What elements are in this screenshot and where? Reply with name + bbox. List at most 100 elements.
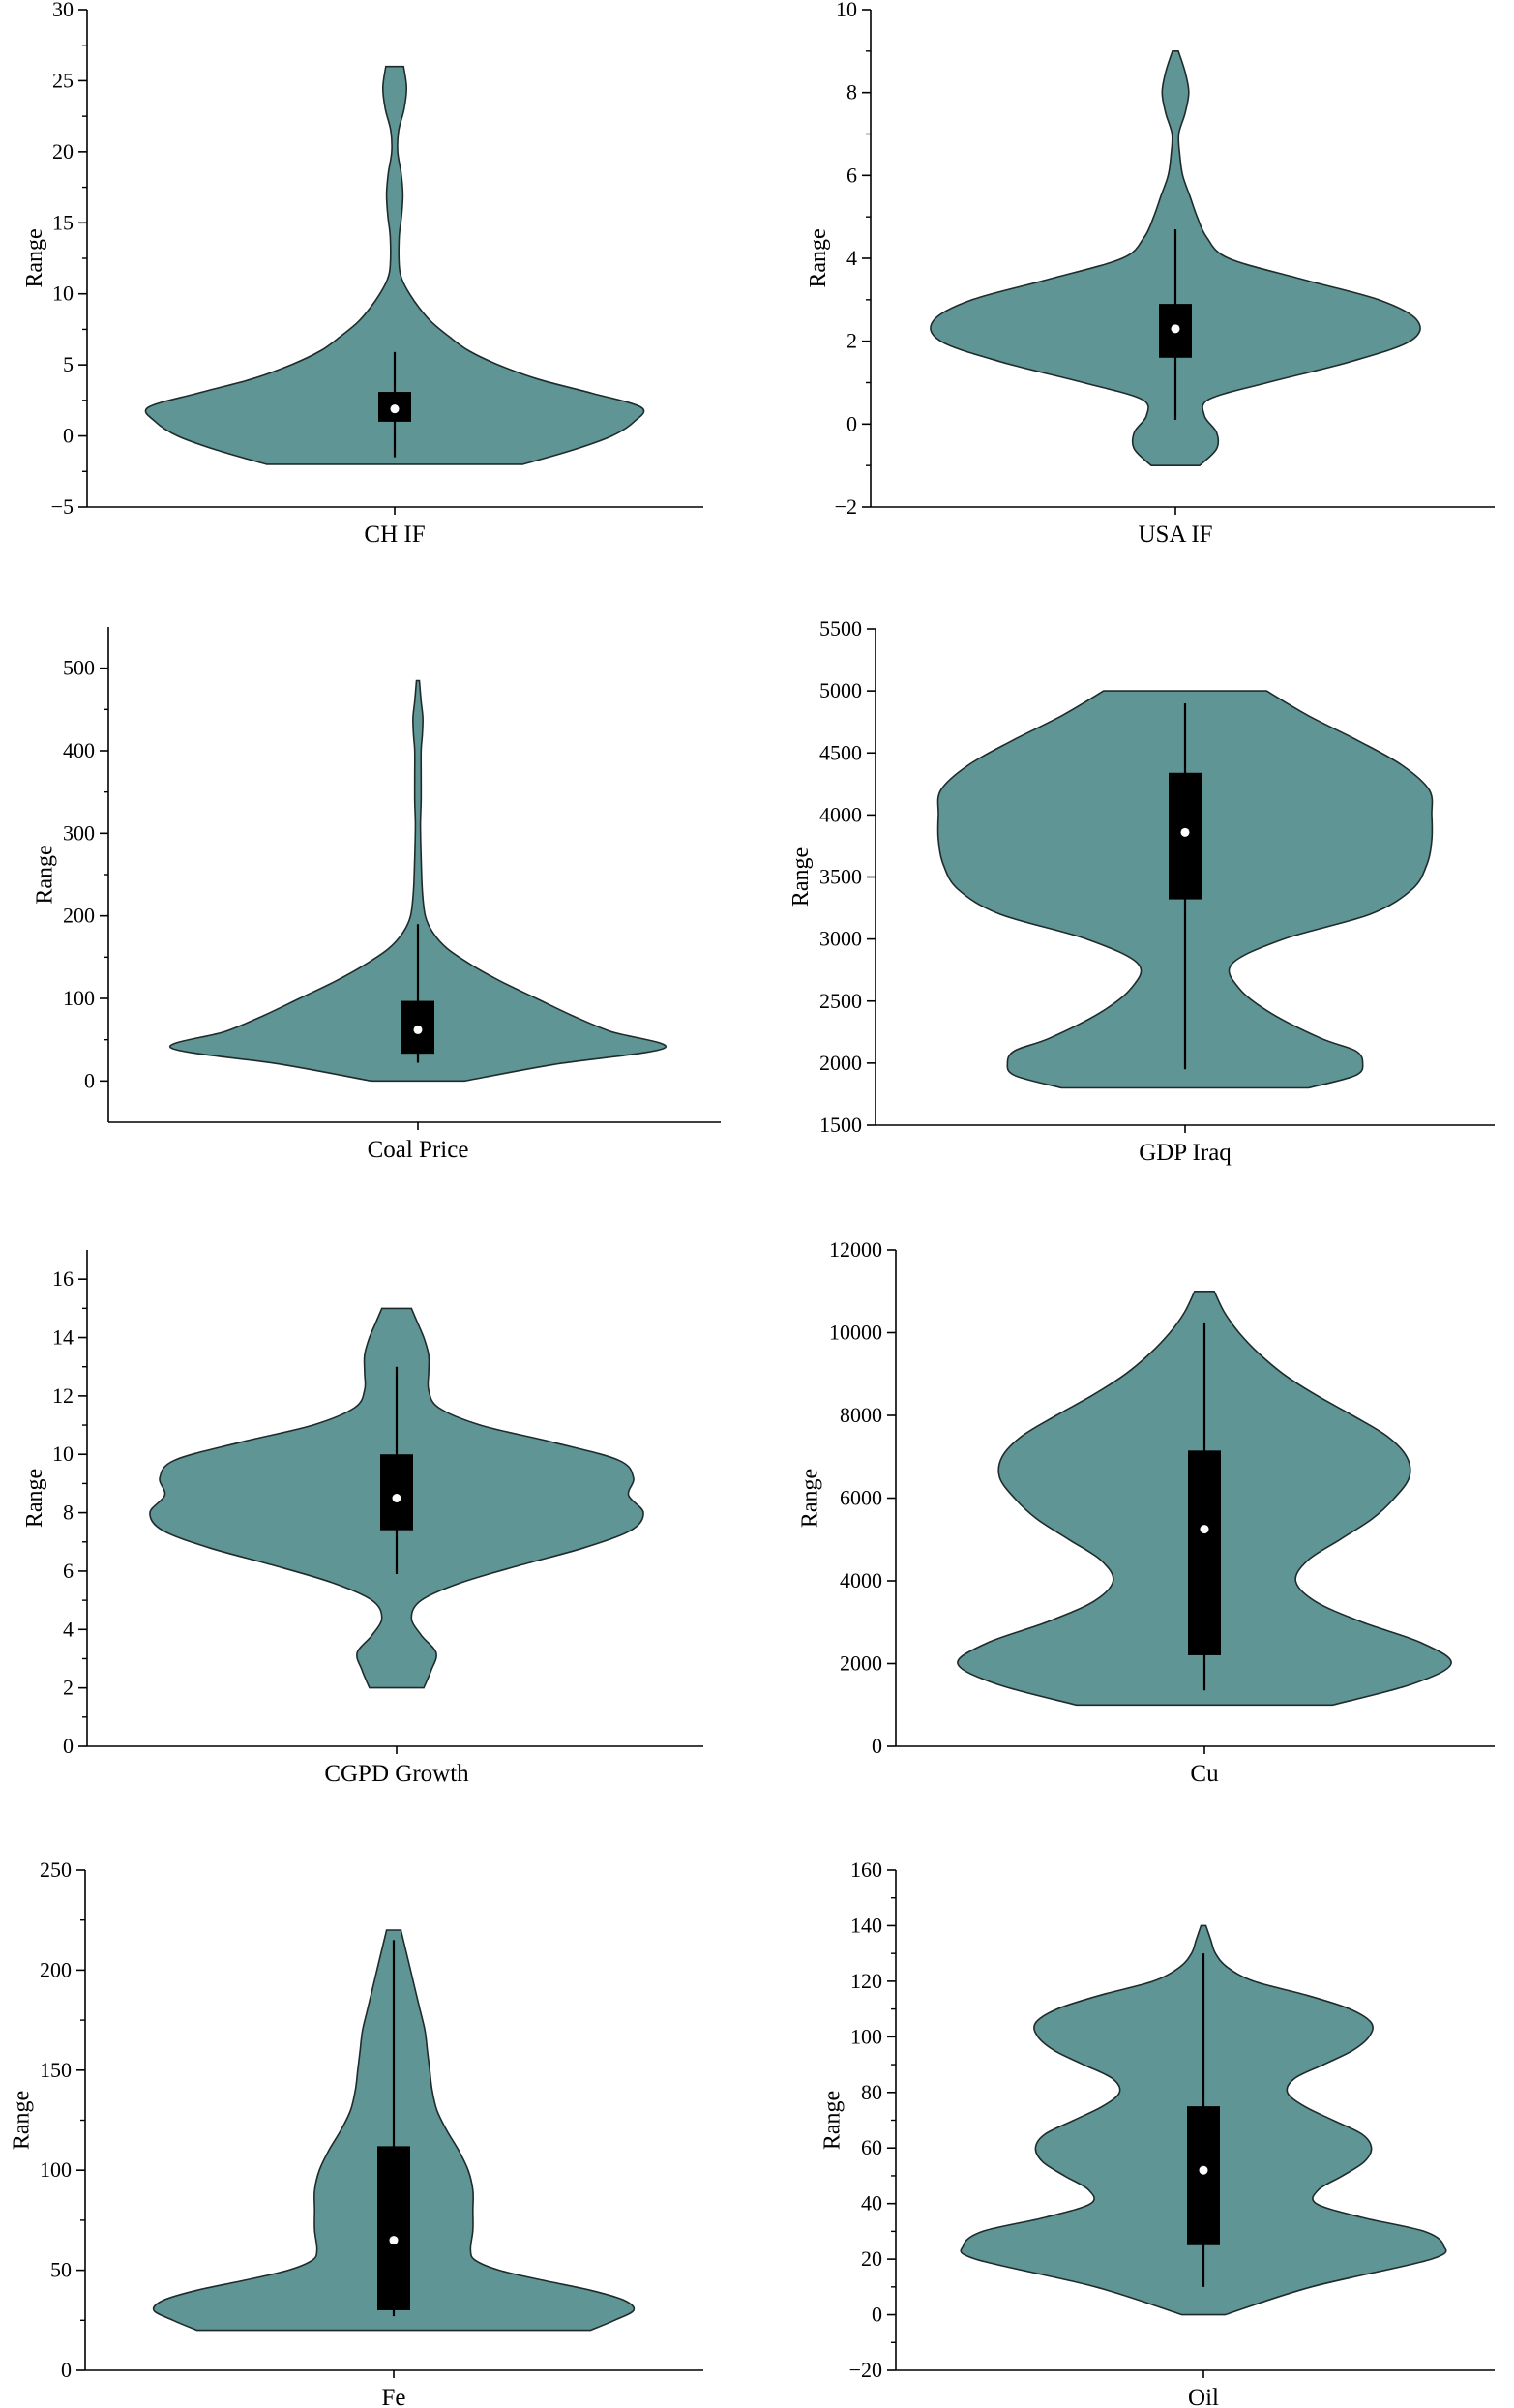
y-tick-label: 0 [872, 1734, 882, 1758]
y-tick-label: 100 [850, 2024, 882, 2048]
y-tick-label: 12000 [829, 1237, 882, 1262]
y-tick-label: 300 [63, 820, 95, 845]
median-dot [390, 404, 400, 414]
median-dot [1180, 827, 1190, 837]
y-tick-label: 250 [40, 1858, 72, 1882]
iqr-box [380, 1454, 413, 1531]
iqr-box [1188, 1450, 1221, 1655]
median-dot [1199, 2165, 1208, 2175]
y-tick-label: 2500 [819, 989, 862, 1013]
violin-body [144, 65, 645, 465]
y-tick-label: 160 [850, 1858, 882, 1882]
violin-body [169, 679, 667, 1083]
y-tick-label: 4000 [819, 802, 862, 826]
y-tick-label: 14 [52, 1325, 74, 1350]
y-tick-label: 10 [52, 1442, 74, 1466]
y-tick-label: 2000 [819, 1051, 862, 1075]
y-axis-title: Range [33, 845, 58, 904]
median-dot [1200, 1525, 1209, 1534]
y-tick-label: 0 [63, 424, 74, 448]
y-tick-label: 4500 [819, 740, 862, 764]
y-tick-label: 6000 [840, 1486, 882, 1510]
y-tick-label: 5000 [819, 678, 862, 702]
panel-fe: 0 50 100 150 200 250 Fe Range [10, 1858, 703, 2408]
y-tick-label: −2 [835, 494, 857, 519]
iqr-box [1187, 2106, 1220, 2245]
y-tick-label: 15 [52, 210, 74, 234]
panel-oil: −20 0 20 40 60 80 100 120 140 160 Oil Range [820, 1858, 1495, 2408]
panel-gdp-iraq: 1500 2000 2500 3000 3500 4000 4500 5000 5500 GDP … [788, 616, 1495, 1166]
y-tick-label: 120 [850, 1969, 882, 1993]
y-tick-label: 0 [63, 1734, 74, 1758]
y-axis-title: Range [820, 2091, 846, 2150]
median-dot [413, 1025, 423, 1034]
y-tick-label: 10 [52, 282, 74, 306]
x-category-label: CGPD Growth [324, 1761, 469, 1787]
x-category-label: Coal Price [368, 1137, 469, 1163]
y-tick-label: 6 [63, 1559, 74, 1583]
y-tick-label: 80 [861, 2080, 882, 2104]
y-tick-label: 20 [861, 2246, 882, 2271]
y-tick-label: 10000 [829, 1321, 882, 1345]
x-category-label: Oil [1188, 2385, 1219, 2408]
y-tick-label: 100 [40, 2157, 72, 2182]
y-axis-title: Range [806, 228, 831, 287]
y-tick-label: 16 [52, 1266, 74, 1291]
x-category-label: CH IF [364, 521, 425, 548]
y-tick-label: 2 [846, 329, 857, 353]
y-tick-label: 0 [61, 2358, 72, 2382]
y-tick-label: 40 [861, 2191, 882, 2215]
median-dot [1171, 324, 1180, 334]
y-axis-title: Range [798, 1469, 823, 1528]
y-tick-label: −5 [51, 494, 74, 519]
y-tick-label: 100 [63, 986, 95, 1010]
x-category-label: Fe [382, 2385, 406, 2408]
y-axis-title: Range [22, 228, 47, 287]
x-category-label: GDP Iraq [1139, 1140, 1232, 1166]
y-axis-title: Range [10, 2091, 35, 2150]
y-tick-label: 25 [52, 68, 74, 92]
y-tick-label: 2000 [840, 1651, 882, 1676]
y-tick-label: 5500 [819, 616, 862, 640]
y-tick-label: 140 [850, 1913, 882, 1937]
panel-cgpd-growth: 0 2 4 6 8 10 12 14 16 CGPD Growth Range [22, 1250, 703, 1787]
y-tick-label: 0 [84, 1068, 95, 1092]
y-tick-label: 8 [63, 1501, 74, 1525]
y-tick-label: 4 [846, 246, 857, 270]
y-tick-label: 30 [52, 0, 74, 21]
y-tick-label: 3000 [819, 927, 862, 951]
panel-coal-price: 0 100 200 300 400 500 Coal Price Range [33, 627, 721, 1163]
x-category-label: Cu [1190, 1761, 1219, 1787]
y-tick-label: 3500 [819, 865, 862, 889]
y-tick-label: 6 [846, 163, 857, 187]
y-axis-title: Range [22, 1469, 47, 1528]
y-tick-label: −20 [849, 2358, 882, 2382]
y-tick-label: 2 [63, 1676, 74, 1700]
y-tick-label: 200 [40, 1957, 72, 1981]
iqr-box [377, 2146, 410, 2310]
y-tick-label: 4 [63, 1617, 74, 1641]
y-tick-label: 50 [50, 2258, 72, 2282]
median-dot [389, 2236, 399, 2245]
y-tick-label: 10 [836, 0, 857, 21]
y-tick-label: 20 [52, 139, 74, 164]
y-tick-label: 5 [63, 352, 74, 376]
median-dot [392, 1494, 401, 1502]
y-tick-label: 1500 [819, 1113, 862, 1137]
panel-ch-if: −5 0 5 10 15 20 25 30 CH IF Range [22, 0, 703, 548]
y-tick-label: 500 [63, 656, 95, 680]
y-tick-label: 4000 [840, 1568, 882, 1592]
y-tick-label: 0 [846, 411, 857, 435]
y-axis-title: Range [788, 847, 814, 907]
y-tick-label: 60 [861, 2135, 882, 2159]
panel-cu: 0 2000 4000 6000 8000 10000 12000 Cu Range [798, 1237, 1495, 1787]
x-category-label: USA IF [1138, 521, 1212, 548]
y-tick-label: 200 [63, 904, 95, 928]
panel-usa-if: −2 0 2 4 6 8 10 USA IF Range [806, 0, 1495, 548]
y-tick-label: 8 [846, 80, 857, 104]
y-tick-label: 400 [63, 738, 95, 762]
y-tick-label: 150 [40, 2058, 72, 2082]
y-tick-label: 0 [872, 2303, 882, 2327]
y-tick-label: 12 [52, 1383, 74, 1408]
